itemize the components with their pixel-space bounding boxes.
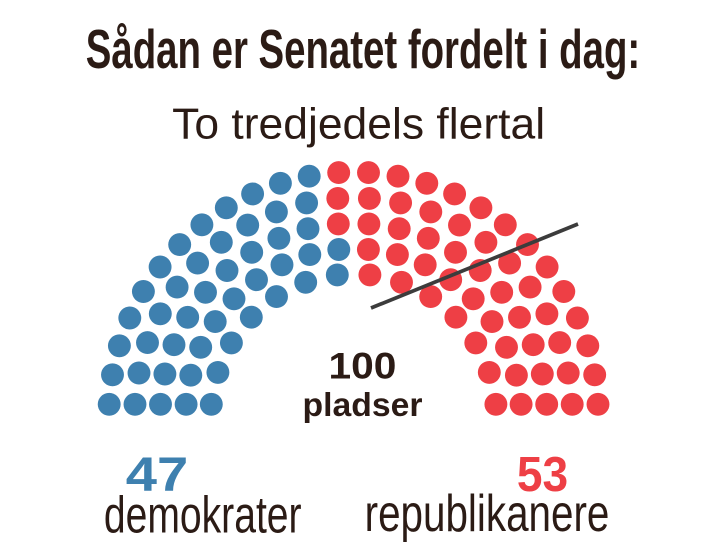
svg-text:demokrater: demokrater xyxy=(104,485,302,544)
svg-text:100: 100 xyxy=(329,346,397,387)
svg-text:republikanere: republikanere xyxy=(365,484,610,542)
svg-text:To tredjedels flertal: To tredjedels flertal xyxy=(172,99,545,148)
svg-text:pladser: pladser xyxy=(303,388,423,425)
svg-text:Sådan er Senatet fordelt i dag: Sådan er Senatet fordelt i dag: xyxy=(86,19,640,80)
svg-text:47: 47 xyxy=(126,449,188,502)
svg-text:53: 53 xyxy=(517,448,568,503)
